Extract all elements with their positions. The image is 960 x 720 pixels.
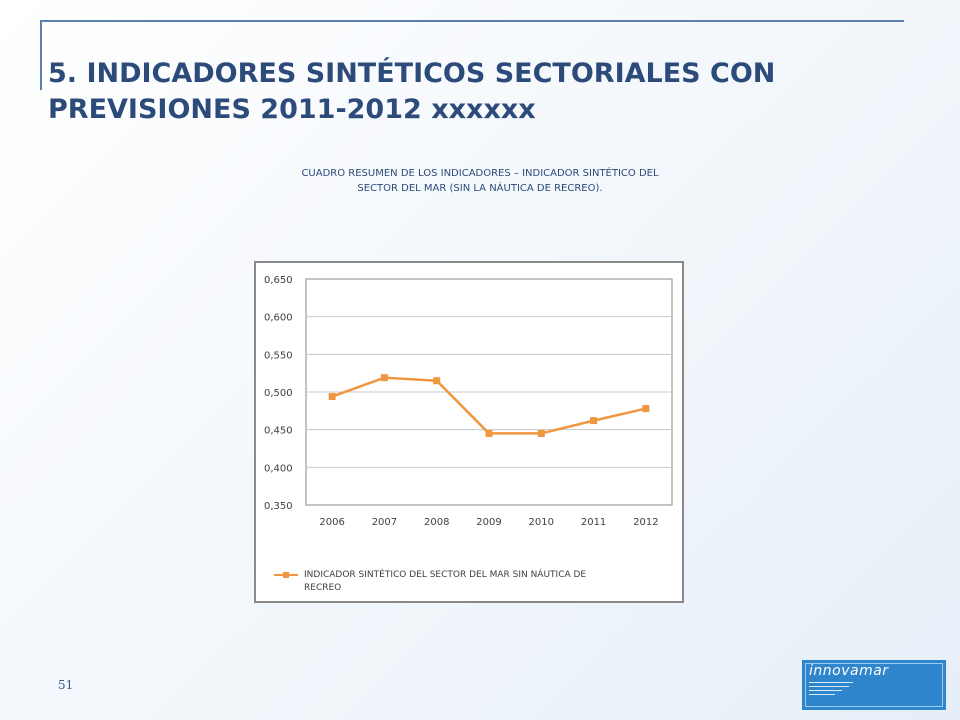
data-point: [485, 429, 493, 437]
x-tick-label: 2006: [319, 517, 344, 528]
x-tick-label: 2012: [633, 517, 658, 528]
y-axis-ticks: 0,650 0,600 0,550 0,500 0,450 0,400 0,350: [264, 275, 293, 512]
chart-caption-line-1: CUADRO RESUMEN DE LOS INDICADORES – INDI…: [301, 168, 659, 179]
legend-swatch-icon: [274, 572, 298, 578]
logo-wordmark: innovamar: [809, 663, 889, 679]
data-point: [590, 417, 598, 425]
y-tick-label: 0,600: [264, 313, 293, 324]
chart-legend: INDICADOR SINTÉTICO DEL SECTOR DEL MAR S…: [274, 569, 634, 595]
x-tick-label: 2008: [424, 517, 449, 528]
chart-grid: [305, 278, 673, 506]
frame-left-line: [40, 20, 42, 90]
chart-container: 0,650 0,600 0,550 0,500 0,450 0,400 0,350 2006…: [254, 261, 684, 603]
y-tick-label: 0,650: [264, 275, 293, 286]
data-point: [642, 405, 650, 413]
x-tick-label: 2010: [529, 517, 554, 528]
y-tick-label: 0,350: [264, 501, 293, 512]
chart-caption: CUADRO RESUMEN DE LOS INDICADORES – INDI…: [270, 166, 690, 196]
x-axis-ticks: 2006 2007 2008 2009 2010 2011 2012: [319, 517, 658, 528]
chart-series: [328, 374, 650, 437]
y-tick-label: 0,500: [264, 388, 293, 399]
data-point: [380, 374, 388, 382]
y-tick-label: 0,450: [264, 426, 293, 437]
legend-marker-icon: [283, 572, 289, 578]
y-tick-label: 0,550: [264, 350, 293, 361]
x-tick-label: 2007: [372, 517, 397, 528]
data-point: [328, 393, 336, 401]
legend-label-line-1: INDICADOR SINTÉTICO DEL SECTOR DEL MAR S…: [304, 570, 587, 580]
logo-tagline-lines: [809, 682, 853, 698]
legend-label-line-2: RECREO: [304, 583, 342, 593]
frame-top-line: [40, 20, 904, 22]
innovamar-logo: innovamar: [802, 660, 946, 710]
logo-border: [805, 663, 943, 707]
x-tick-label: 2009: [476, 517, 501, 528]
slide-title: 5. INDICADORES SINTÉTICOS SECTORIALES CO…: [48, 58, 776, 125]
x-tick-label: 2011: [581, 517, 606, 528]
series-line: [331, 376, 647, 435]
chart-caption-line-2: SECTOR DEL MAR (SIN LA NÁUTICA DE RECREO…: [357, 183, 603, 194]
line-chart: 0,650 0,600 0,550 0,500 0,450 0,400 0,350 2006…: [264, 275, 673, 528]
y-tick-label: 0,400: [264, 463, 293, 474]
data-point: [537, 429, 545, 437]
data-point: [433, 377, 441, 385]
page-number: 51: [58, 678, 74, 692]
